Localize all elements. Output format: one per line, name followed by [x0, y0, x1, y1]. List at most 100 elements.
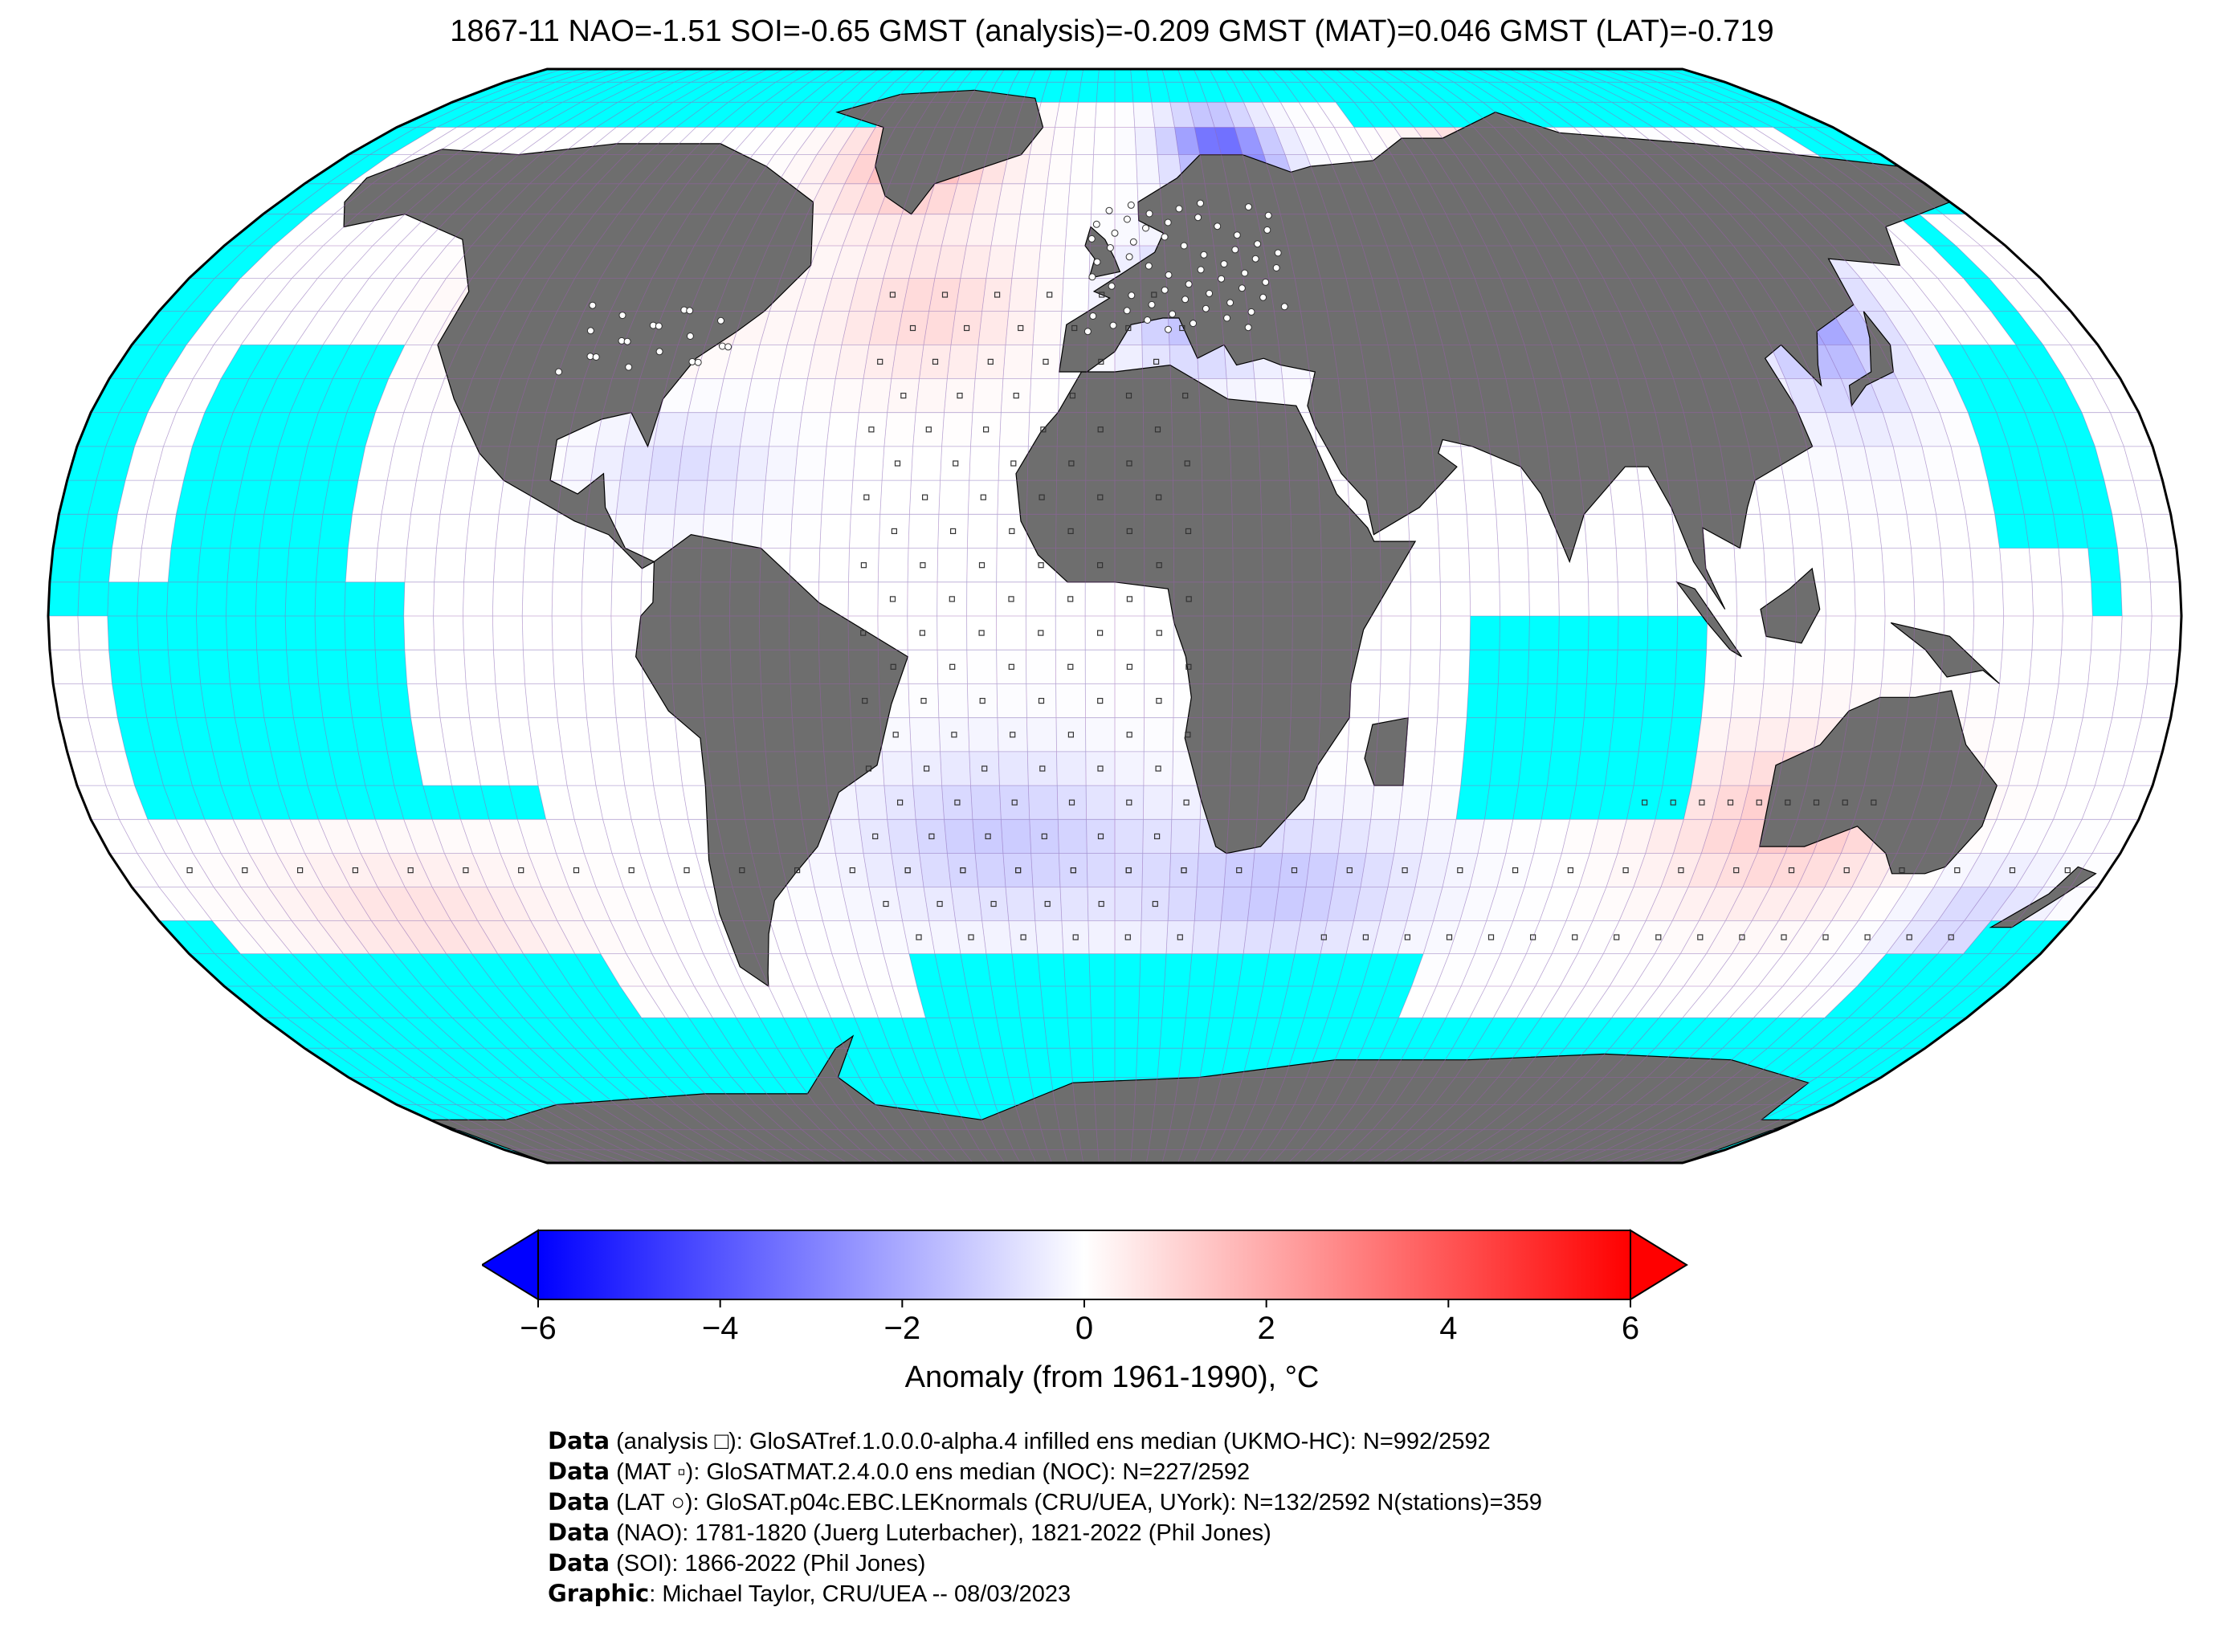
anomaly-cell — [1730, 683, 1764, 718]
observation-markers — [186, 199, 2071, 940]
anomaly-cell — [716, 378, 752, 413]
analysis-marker — [242, 867, 248, 874]
analysis-marker — [979, 697, 985, 704]
anomaly-cell — [1334, 127, 1371, 155]
anomaly-cell — [1858, 887, 1907, 921]
anomaly-cell — [996, 616, 1026, 651]
anomaly-cell — [1835, 446, 1871, 481]
analysis-marker — [980, 494, 986, 500]
anomaly-cell — [1411, 953, 1450, 986]
anomaly-cell — [1274, 127, 1307, 155]
anomaly-cell — [1499, 581, 1530, 616]
station-marker — [1185, 280, 1193, 288]
analysis-marker — [1068, 799, 1075, 806]
anomaly-cell — [869, 311, 903, 345]
anomaly-cell — [1026, 683, 1056, 718]
anomaly-cell — [1672, 887, 1716, 921]
anomaly-cell — [1085, 717, 1115, 752]
anomaly-cell — [495, 514, 528, 549]
analysis-marker — [957, 393, 963, 399]
anomaly-cell — [924, 887, 956, 921]
station-marker — [1180, 242, 1188, 250]
station-marker — [1238, 284, 1246, 292]
anomaly-cell — [1936, 514, 1970, 549]
anomaly-cell — [1996, 785, 2038, 820]
anomaly-cell — [495, 683, 528, 718]
anomaly-cell — [176, 819, 222, 854]
anomaly-cell — [388, 853, 433, 887]
anomaly-cell — [1969, 548, 2003, 582]
analysis-marker — [1125, 867, 1132, 874]
anomaly-cell — [997, 717, 1028, 752]
anomaly-cell — [1058, 819, 1088, 854]
station-marker — [1223, 314, 1231, 322]
anomaly-cell — [677, 953, 720, 986]
anomaly-cell — [1701, 683, 1735, 718]
anomaly-cell — [649, 446, 683, 481]
anomaly-cell — [1919, 214, 1981, 246]
anomaly-cell — [807, 183, 845, 214]
anomaly-cell — [460, 819, 500, 854]
credit-row: Graphic: Michael Taylor, CRU/UEA -- 08/0… — [548, 1579, 1542, 1609]
anomaly-cell — [1497, 853, 1534, 887]
anomaly-cell — [844, 154, 881, 184]
anomaly-cell — [2059, 650, 2091, 684]
anomaly-cell — [1087, 853, 1115, 887]
anomaly-cell — [1002, 154, 1030, 184]
anomaly-cell — [552, 616, 582, 651]
analysis-marker — [1622, 867, 1629, 874]
anomaly-cell — [1144, 581, 1174, 616]
anomaly-cell — [1026, 616, 1056, 651]
station-marker — [1161, 233, 1169, 241]
anomaly-cell — [1422, 819, 1456, 854]
anomaly-cell — [787, 887, 823, 921]
anomaly-cell — [487, 887, 531, 921]
anomaly-cell — [1093, 127, 1115, 155]
anomaly-cell — [2070, 345, 2120, 379]
anomaly-cell — [1166, 920, 1195, 954]
analysis-marker — [1072, 934, 1079, 940]
anomaly-cell — [602, 819, 640, 854]
anomaly-cell — [877, 616, 908, 651]
anomaly-cell — [2120, 616, 2153, 651]
anomaly-cell — [949, 183, 980, 214]
anomaly-cell — [1251, 853, 1283, 887]
anomaly-cell — [365, 412, 404, 447]
anomaly-cell — [911, 446, 942, 481]
anomaly-cell — [1834, 920, 1885, 954]
anomaly-cell — [497, 127, 557, 155]
station-marker — [625, 363, 633, 371]
anomaly-cell — [978, 887, 1009, 921]
anomaly-cell — [538, 785, 575, 820]
anomaly-cell — [1729, 819, 1769, 854]
anomaly-cell — [398, 920, 447, 954]
anomaly-cell — [1065, 214, 1092, 246]
anomaly-cell — [440, 717, 475, 752]
anomaly-cell — [643, 514, 675, 549]
anomaly-cell — [944, 819, 976, 854]
analysis-marker — [877, 358, 883, 365]
station-marker — [1197, 266, 1205, 274]
anomaly-cell — [688, 378, 724, 413]
analysis-marker — [1097, 765, 1104, 772]
anomaly-cell — [241, 311, 292, 345]
anomaly-cell — [1299, 102, 1335, 128]
anomaly-cell — [1422, 986, 1462, 1018]
anomaly-cell — [1961, 853, 2009, 887]
anomaly-cell — [912, 785, 945, 820]
analysis-marker — [1727, 799, 1734, 806]
anomaly-cell — [2032, 581, 2063, 616]
anomaly-cell — [1757, 953, 1810, 986]
analysis-marker — [937, 900, 943, 908]
anomaly-cell — [951, 887, 982, 921]
anomaly-cell — [1001, 378, 1031, 413]
anomaly-cell — [796, 278, 832, 312]
anomaly-cell — [1906, 246, 1964, 279]
anomaly-cell — [2082, 412, 2124, 447]
anomaly-cell — [1999, 548, 2032, 582]
anomaly-cell — [273, 214, 334, 246]
anomaly-cell — [2002, 581, 2034, 616]
map-title: 1867-11 NAO=-1.51 SOI=-0.65 GMST (analys… — [450, 14, 1774, 48]
analysis-marker — [990, 900, 997, 908]
anomaly-cell — [1026, 650, 1056, 684]
